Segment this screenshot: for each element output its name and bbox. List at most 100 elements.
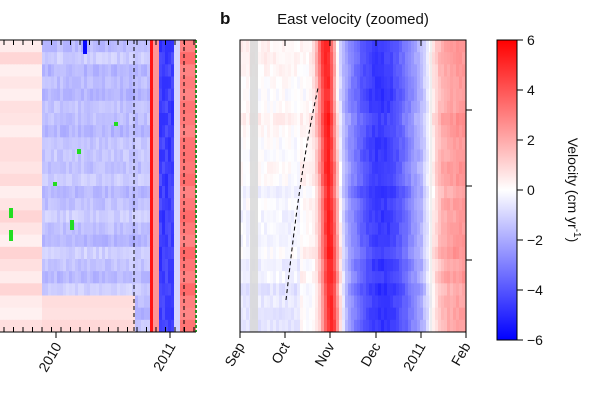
heatmap-cell-a: [132, 319, 136, 332]
heatmap-cell-a: [66, 271, 70, 284]
heatmap-cell-b: [444, 246, 448, 260]
heatmap-cell-b: [285, 113, 289, 126]
heatmap-cell-b: [426, 161, 430, 175]
heatmap-cell-a: [171, 307, 175, 321]
heatmap-cell-a: [60, 234, 64, 248]
heatmap-cell-b: [312, 210, 316, 223]
heatmap-cell-b: [381, 283, 385, 296]
heatmap-cell-b: [357, 271, 361, 284]
heatmap-cell-a: [123, 259, 127, 272]
heatmap-cell-b: [264, 64, 268, 77]
heatmap-cell-a: [48, 186, 52, 199]
heatmap-cell-b: [363, 295, 367, 309]
heatmap-cell-a: [111, 125, 115, 138]
heatmap-cell-b: [246, 186, 250, 199]
heatmap-cell-b: [294, 259, 298, 272]
heatmap-cell-a: [72, 40, 76, 53]
heatmap-cell-b: [426, 319, 430, 332]
heatmap-cell-b: [300, 198, 304, 211]
heatmap-cell-b: [372, 295, 376, 309]
heatmap-cell-a: [75, 76, 79, 90]
heatmap-cell-a: [66, 283, 70, 296]
heatmap-cell-a: [69, 307, 73, 321]
heatmap-cell-a: [171, 40, 175, 53]
heatmap-cell-a: [105, 76, 109, 90]
heatmap-cell-b: [387, 88, 391, 102]
heatmap-cell-b: [438, 319, 442, 332]
heatmap-cell-b: [318, 137, 322, 150]
heatmap-cell-b: [384, 113, 388, 126]
heatmap-cell-b: [246, 307, 250, 321]
heatmap-cell-a: [27, 161, 31, 175]
heatmap-cell-b: [315, 52, 319, 65]
heatmap-cell-b: [390, 64, 394, 77]
heatmap-cell-a: [105, 295, 109, 309]
heatmap-cell-b: [414, 210, 418, 223]
heatmap-cell-a: [6, 64, 10, 77]
heatmap-cell-b: [285, 186, 289, 199]
heatmap-cell-a: [102, 137, 106, 150]
heatmap-cell-a: [0, 283, 4, 296]
heatmap-cell-b: [387, 173, 391, 187]
heatmap-cell-a: [108, 149, 112, 163]
heatmap-cell-a: [180, 198, 184, 211]
heatmap-cell-b: [291, 210, 295, 223]
heatmap-cell-a: [165, 40, 169, 53]
heatmap-cell-b: [327, 88, 331, 102]
heatmap-cell-b: [321, 186, 325, 199]
heatmap-cell-b: [417, 100, 421, 114]
heatmap-cell-a: [87, 319, 91, 332]
heatmap-cell-a: [45, 259, 49, 272]
heatmap-cell-b: [318, 149, 322, 163]
heatmap-cell-a: [129, 295, 133, 309]
heatmap-cell-a: [177, 259, 181, 272]
heatmap-cell-b: [384, 64, 388, 77]
heatmap-cell-b: [459, 210, 463, 223]
panel-b-title: East velocity (zoomed): [277, 11, 429, 28]
heatmap-cell-b: [432, 113, 436, 126]
heatmap-cell-a: [180, 173, 184, 187]
heatmap-cell-b: [330, 137, 334, 150]
heatmap-cell-b: [333, 307, 337, 321]
heatmap-cell-a: [60, 271, 64, 284]
heatmap-cell-a: [0, 307, 4, 321]
heatmap-cell-b: [282, 40, 286, 53]
heatmap-cell-a: [21, 149, 25, 163]
heatmap-cell-a: [27, 198, 31, 211]
heatmap-cell-a: [84, 161, 88, 175]
heatmap-cell-b: [264, 40, 268, 53]
heatmap-cell-b: [405, 319, 409, 332]
heatmap-cell-a: [117, 246, 121, 260]
heatmap-cell-a: [150, 319, 154, 332]
heatmap-cell-a: [117, 319, 121, 332]
heatmap-cell-b: [444, 40, 448, 53]
colorbar-tick-label: −6: [527, 332, 543, 348]
heatmap-cell-a: [105, 246, 109, 260]
heatmap-cell-b: [243, 113, 247, 126]
heatmap-cell-a: [186, 234, 190, 248]
heatmap-cell-b: [462, 173, 466, 187]
heatmap-cell-a: [186, 100, 190, 114]
heatmap-cell-b: [312, 125, 316, 138]
heatmap-cell-b: [432, 283, 436, 296]
heatmap-cell-a: [102, 100, 106, 114]
heatmap-cell-a: [138, 137, 142, 150]
heatmap-cell-b: [240, 234, 244, 248]
heatmap-cell-b: [348, 246, 352, 260]
heatmap-cell-a: [6, 52, 10, 65]
heatmap-cell-a: [72, 161, 76, 175]
heatmap-cell-a: [153, 137, 157, 150]
heatmap-cell-a: [111, 307, 115, 321]
heatmap-cell-b: [420, 113, 424, 126]
colorbar-tick-label: 2: [527, 132, 535, 148]
heatmap-cell-a: [102, 295, 106, 309]
heatmap-cell-a: [168, 295, 172, 309]
heatmap-cell-a: [168, 113, 172, 126]
heatmap-cell-b: [450, 210, 454, 223]
heatmap-cell-b: [378, 295, 382, 309]
heatmap-cell-a: [126, 173, 130, 187]
heatmap-cell-a: [162, 161, 166, 175]
heatmap-cell-a: [156, 259, 160, 272]
heatmap-cell-b: [348, 234, 352, 248]
heatmap-cell-b: [288, 246, 292, 260]
